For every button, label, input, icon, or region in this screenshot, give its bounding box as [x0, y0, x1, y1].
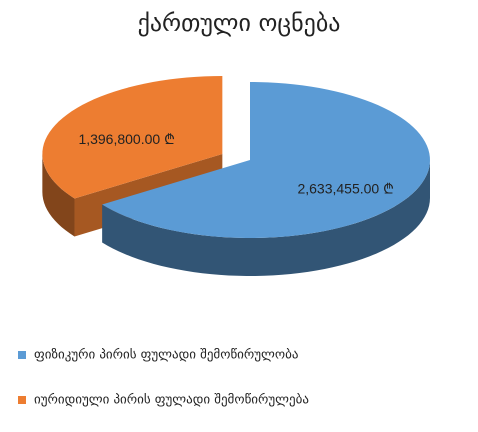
slice-side — [42, 153, 75, 237]
chart-title: ქართული ოცნება — [138, 9, 341, 37]
value-label: 1,396,800.00 ₾ — [78, 131, 174, 147]
pie-slice — [42, 75, 223, 199]
legend-label: ფიზიკური პირის ფულადი შემოწირულობა — [34, 348, 298, 363]
legend-label: იურიდიული პირის ფულადი შემოწირულება — [34, 393, 309, 408]
value-label: 2,633,455.00 ₾ — [297, 180, 393, 196]
legend-swatch — [18, 396, 26, 404]
pie-slice — [102, 82, 430, 238]
slice-side — [102, 160, 430, 276]
legend-swatch — [18, 351, 26, 359]
